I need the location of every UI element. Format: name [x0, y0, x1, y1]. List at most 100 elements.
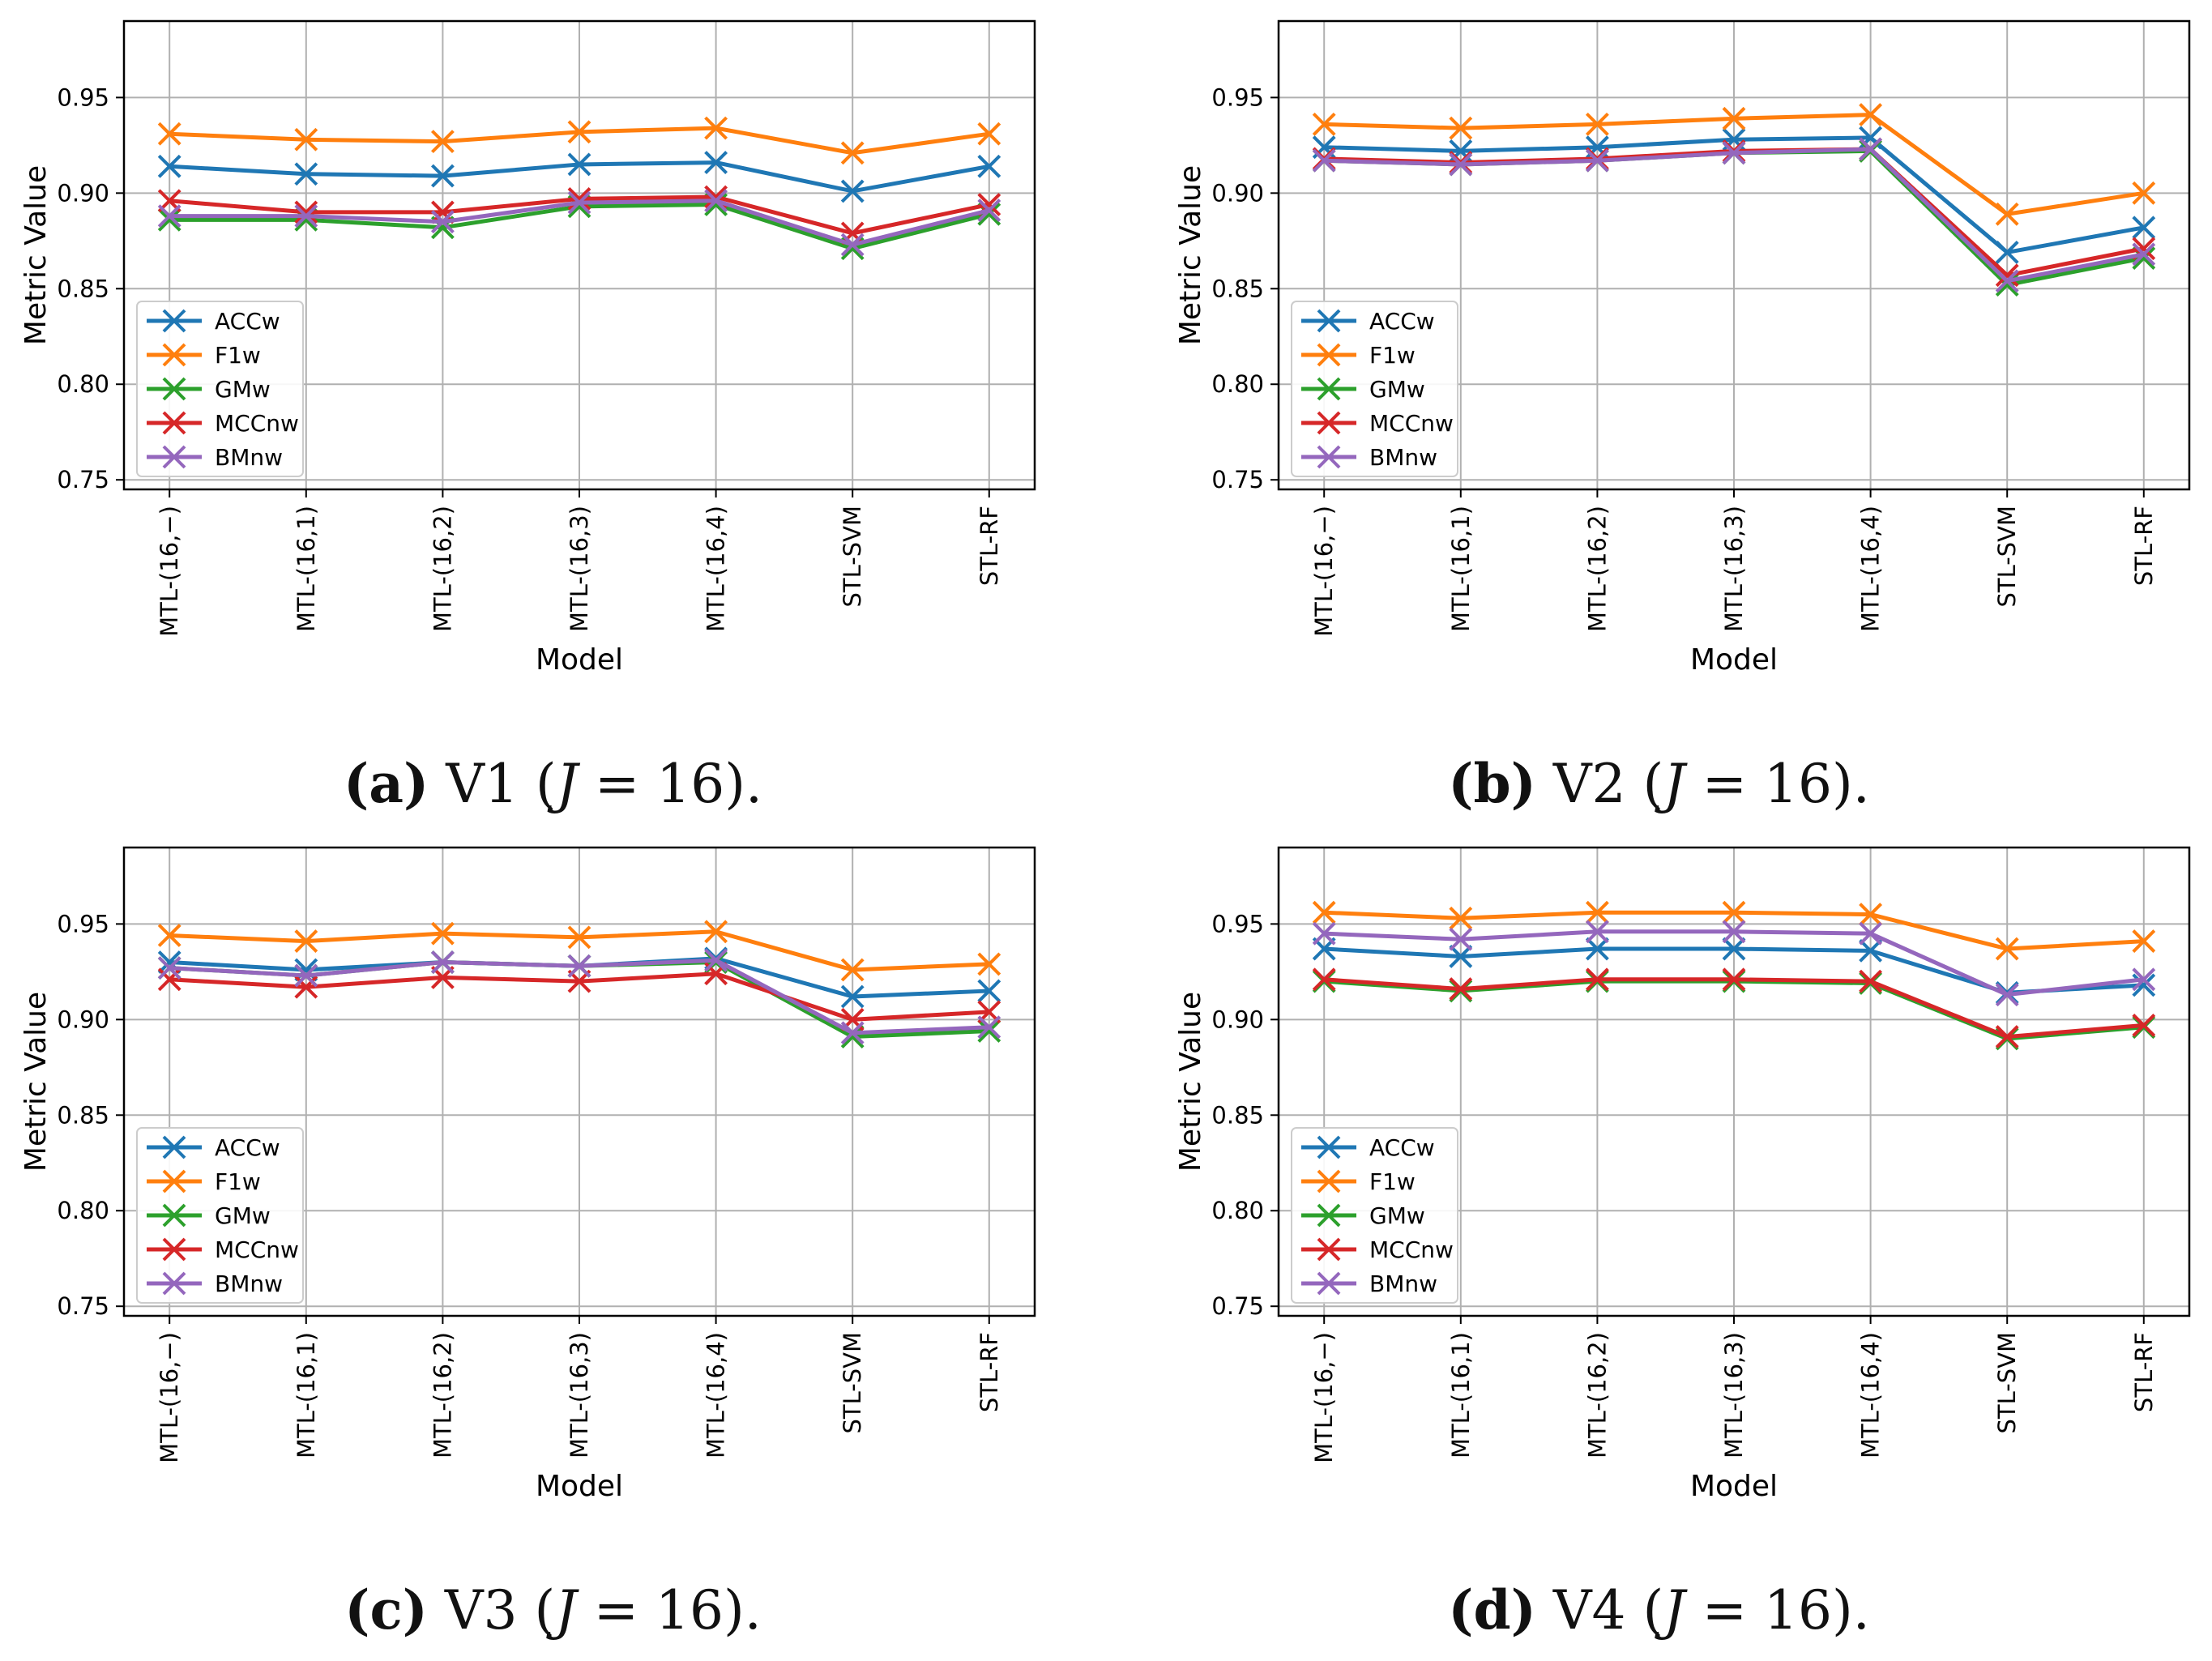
- caption-d: (d) V4 (J = 16).: [1106, 1578, 2212, 1642]
- chart-a-point-ACCw-4: [704, 151, 728, 174]
- chart-d-point-ACCw-3: [1722, 937, 1746, 961]
- chart-b-legend-marker-ACCw: [1317, 309, 1341, 333]
- chart-d-point-F1w-2: [1585, 900, 1609, 924]
- chart-a-legend-box: [136, 301, 304, 477]
- chart-c-legend-marker-ACCw: [162, 1135, 186, 1159]
- caption-c: (c) V3 (J = 16).: [0, 1578, 1106, 1642]
- chart-b-point-F1w-1: [1449, 116, 1473, 140]
- chart-d-legend-label-GMw: GMw: [1369, 1202, 1425, 1229]
- chart-d-point-MCCnw-1: [1449, 977, 1473, 1001]
- chart-d-point-MCCnw-4: [1859, 969, 1883, 993]
- chart-d-xtick-label-6: STL-RF: [2130, 1332, 2158, 1412]
- chart-a-legend-marker-BMnw: [162, 445, 186, 469]
- chart-a-point-BMnw-0: [157, 204, 181, 228]
- caption-a-var: J: [556, 753, 579, 815]
- chart-c-point-F1w-5: [840, 958, 865, 982]
- chart-c-xtick-label-3: MTL-(16,3): [566, 1332, 593, 1458]
- chart-c-point-F1w-2: [430, 921, 455, 946]
- caption-c-text: V3 (: [444, 1579, 556, 1642]
- caption-a-text: V1 (: [446, 753, 557, 815]
- chart-c-point-BMnw-4: [704, 948, 728, 972]
- chart-c-ytick-label-2: 0.85: [57, 1101, 109, 1129]
- chart-c-legend-marker-MCCnw: [162, 1237, 186, 1262]
- chart-d-point-F1w-1: [1449, 906, 1473, 930]
- chart-a-point-MCCnw-1: [294, 200, 318, 224]
- chart-b-xtick-label-3: MTL-(16,3): [1720, 506, 1748, 632]
- chart-b-xtick-label-6: STL-RF: [2130, 506, 2158, 586]
- caption-d-rest: = 16).: [1685, 1579, 1870, 1642]
- chart-b-point-BMnw-5: [1995, 269, 2019, 293]
- chart-a-point-ACCw-6: [977, 154, 1001, 178]
- chart-b-legend-marker-F1w: [1317, 343, 1341, 367]
- chart-b-point-F1w-4: [1859, 103, 1883, 127]
- chart-d-legend-label-F1w: F1w: [1369, 1168, 1416, 1195]
- chart-a-point-BMnw-4: [704, 189, 728, 213]
- chart-b-xlabel: Model: [1690, 643, 1778, 677]
- chart-d-ytick-label-4: 0.95: [1211, 910, 1264, 937]
- chart-b-legend-label-ACCw: ACCw: [1369, 308, 1435, 335]
- chart-d-point-BMnw-2: [1585, 920, 1609, 944]
- chart-b-point-F1w-6: [2132, 181, 2156, 205]
- chart-d-legend-marker-BMnw: [1317, 1271, 1341, 1296]
- chart-c-xtick-label-0: MTL-(16,−): [156, 1332, 183, 1463]
- chart-d-xtick-label-0: MTL-(16,−): [1310, 1332, 1338, 1463]
- chart-c-point-BMnw-6: [977, 1015, 1001, 1040]
- chart-a-legend-label-F1w: F1w: [215, 342, 261, 369]
- chart-a-xtick-label-6: STL-RF: [976, 506, 1003, 586]
- chart-a-ytick-label-1: 0.80: [57, 370, 109, 398]
- chart-d-point-F1w-0: [1312, 900, 1336, 924]
- chart-b-point-MCCnw-5: [1995, 263, 2019, 288]
- chart-d-xtick-label-2: MTL-(16,2): [1583, 1332, 1611, 1458]
- chart-a-point-ACCw-2: [430, 164, 455, 188]
- caption-d-var: J: [1663, 1579, 1685, 1642]
- chart-a-point-F1w-1: [294, 127, 318, 152]
- chart-c-xtick-label-4: MTL-(16,4): [702, 1332, 730, 1458]
- chart-a-legend-marker-F1w: [162, 343, 186, 367]
- chart-a-legend: ACCw F1w GMw MCCnw BMnw: [136, 301, 304, 477]
- chart-a-point-F1w-6: [977, 122, 1001, 146]
- chart-d-legend-marker-ACCw: [1317, 1135, 1341, 1159]
- chart-a-xtick-label-5: STL-SVM: [839, 506, 866, 608]
- chart-a-legend-label-ACCw: ACCw: [215, 308, 280, 335]
- chart-c-xlabel: Model: [536, 1470, 623, 1503]
- chart-d-point-F1w-3: [1722, 900, 1746, 924]
- chart-c-point-F1w-4: [704, 920, 728, 944]
- caption-a-label: (a): [343, 752, 429, 815]
- chart-d-legend: ACCw F1w GMw MCCnw BMnw: [1291, 1127, 1458, 1304]
- caption-d-label: (d): [1448, 1578, 1536, 1642]
- chart-a-point-F1w-5: [840, 141, 865, 165]
- chart-b-point-F1w-0: [1312, 112, 1336, 136]
- chart-b-ytick-label-1: 0.80: [1211, 370, 1264, 398]
- caption-a-rest: = 16).: [578, 753, 763, 815]
- chart-d-point-BMnw-3: [1722, 920, 1746, 944]
- chart-c-legend-label-GMw: GMw: [215, 1202, 271, 1229]
- chart-a-point-F1w-2: [430, 130, 455, 154]
- chart-a-point-BMnw-2: [430, 210, 455, 234]
- chart-a-legend-label-MCCnw: MCCnw: [215, 410, 299, 437]
- caption-b-var: J: [1663, 753, 1685, 815]
- chart-c-ytick-label-3: 0.90: [57, 1006, 109, 1033]
- chart-b-legend-box: [1291, 301, 1458, 477]
- caption-b-text: V2 (: [1552, 753, 1664, 815]
- chart-c-ylabel: Metric Value: [19, 992, 53, 1172]
- chart-c-xtick-label-2: MTL-(16,2): [429, 1332, 456, 1458]
- chart-b-legend-label-F1w: F1w: [1369, 342, 1416, 369]
- chart-c-point-BMnw-2: [430, 950, 455, 974]
- chart-c-ytick-label-4: 0.95: [57, 910, 109, 937]
- caption-c-var: J: [555, 1579, 577, 1642]
- chart-d: 0.75 0.80 0.85 0.90 0.95 MTL-(16,−) MTL-(16,1)…: [1174, 846, 2191, 1503]
- chart-a-point-ACCw-3: [567, 152, 591, 177]
- caption-b-rest: = 16).: [1685, 753, 1870, 815]
- chart-c-point-F1w-1: [294, 929, 318, 954]
- chart-a-xlabel: Model: [536, 643, 623, 677]
- chart-a-point-GMw-0: [157, 207, 181, 232]
- chart-b-ytick-label-0: 0.75: [1211, 466, 1264, 493]
- caption-b: (b) V2 (J = 16).: [1106, 752, 2212, 815]
- chart-d-point-MCCnw-6: [2132, 1013, 2156, 1037]
- chart-c-legend-marker-BMnw: [162, 1271, 186, 1296]
- chart-a-point-BMnw-6: [977, 199, 1001, 222]
- chart-d-xtick-label-5: STL-SVM: [1993, 1332, 2021, 1434]
- chart-d-point-ACCw-2: [1585, 937, 1609, 961]
- chart-d-point-MCCnw-0: [1312, 967, 1336, 992]
